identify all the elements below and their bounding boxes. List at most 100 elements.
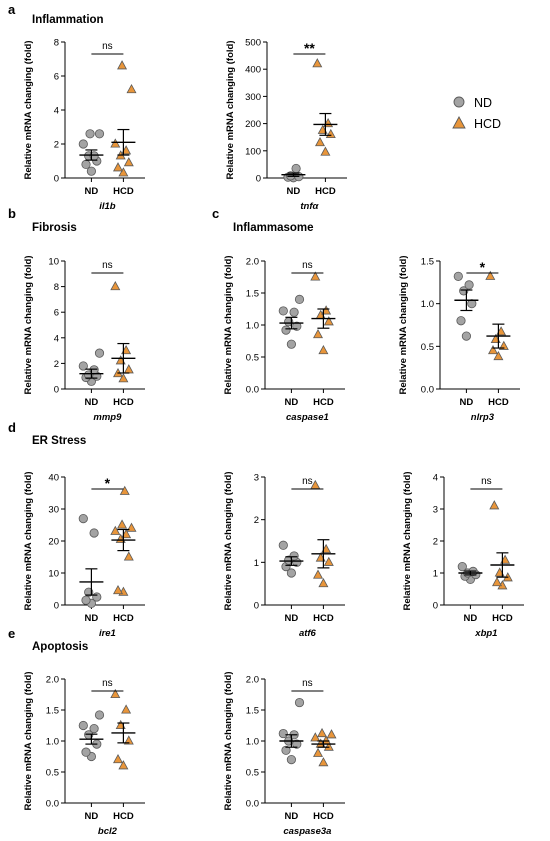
data-point-nd xyxy=(453,271,463,281)
section-title-inflammation: Inflammation xyxy=(32,14,104,26)
significance-label: * xyxy=(105,475,111,491)
series-hcd xyxy=(110,280,136,383)
x-tick-label: ND xyxy=(285,613,299,624)
y-tick-label: 2.0 xyxy=(46,675,59,686)
significance-label: * xyxy=(480,259,486,275)
y-tick-label: 3 xyxy=(433,505,438,516)
y-axis-label: Relative mRNA changing (fold) xyxy=(23,472,34,611)
data-point-nd xyxy=(89,528,99,538)
section-b: b Fibrosis xyxy=(8,206,77,234)
data-point-hcd xyxy=(323,741,334,751)
series-hcd xyxy=(110,60,137,177)
data-point-nd xyxy=(461,331,471,341)
y-tick-label: 20 xyxy=(48,537,59,548)
y-axis-label: Relative mRNA changing (fold) xyxy=(398,256,409,395)
data-point-hcd xyxy=(488,344,498,355)
x-tick-label: ND xyxy=(460,397,474,408)
y-tick-label: 200 xyxy=(245,119,261,130)
data-point-nd xyxy=(286,339,296,349)
gene-label: tnfα xyxy=(300,201,319,212)
data-point-nd xyxy=(81,747,91,757)
panel-letter-e: e xyxy=(8,626,15,641)
data-point-hcd xyxy=(110,688,121,699)
data-point-hcd xyxy=(126,522,137,532)
series-hcd xyxy=(312,58,338,156)
y-tick-label: 0.0 xyxy=(46,799,59,810)
series-hcd xyxy=(310,479,336,588)
data-point-nd xyxy=(281,325,291,335)
gene-label: mmp9 xyxy=(93,412,122,423)
gene-label: nlrp3 xyxy=(471,412,495,423)
data-point-nd xyxy=(92,592,102,602)
y-tick-label: 40 xyxy=(48,473,59,484)
y-tick-label: 0 xyxy=(54,174,59,185)
data-point-hcd xyxy=(121,704,132,714)
data-point-hcd xyxy=(326,729,337,739)
chart-nlrp3: 0.0 0.5 1.0 1.5 ND HCD nlrp3 Relative mRNA chan… xyxy=(398,256,520,423)
chart-atf6: 0 1 2 3 ND HCD atf6 Relative mRNA changing (fol… xyxy=(223,472,345,639)
series-nd xyxy=(278,697,305,765)
panel-letter-a: a xyxy=(8,2,16,17)
data-point-hcd xyxy=(489,500,500,510)
y-tick-label: 0.0 xyxy=(246,385,259,396)
panel-letter-b: b xyxy=(8,206,16,221)
y-tick-label: 8 xyxy=(54,38,59,49)
y-tick-label: 0 xyxy=(254,601,259,612)
x-tick-label: ND xyxy=(85,613,99,624)
series-nd xyxy=(278,294,305,349)
section-c: c Inflammasome xyxy=(212,206,314,234)
data-point-hcd xyxy=(113,584,123,595)
series-hcd xyxy=(310,727,337,767)
data-point-nd xyxy=(292,739,302,749)
x-tick-label: HCD xyxy=(113,397,134,408)
data-point-hcd xyxy=(485,270,496,280)
y-tick-label: 300 xyxy=(245,92,261,103)
series-nd xyxy=(278,540,304,578)
data-point-hcd xyxy=(118,760,129,770)
data-point-hcd xyxy=(323,316,334,326)
y-tick-label: 30 xyxy=(48,505,59,516)
data-point-nd xyxy=(278,540,288,550)
data-point-nd xyxy=(291,163,301,174)
data-point-nd xyxy=(286,568,296,578)
significance-label: ns xyxy=(481,476,492,487)
data-point-hcd xyxy=(310,271,321,281)
y-axis-label: Relative mRNA changing (fold) xyxy=(223,472,234,611)
series-hcd xyxy=(489,500,515,590)
y-axis-label: Relative mRNA changing (fold) xyxy=(225,41,236,180)
data-point-hcd xyxy=(312,58,323,68)
data-point-hcd xyxy=(117,60,128,70)
series-hcd xyxy=(485,270,511,361)
y-tick-label: 10 xyxy=(48,257,59,268)
x-tick-label: HCD xyxy=(113,186,134,197)
y-tick-label: 1.0 xyxy=(421,299,434,310)
series-hcd xyxy=(310,271,336,355)
y-tick-label: 3 xyxy=(254,473,259,484)
data-point-hcd xyxy=(313,747,323,757)
gene-label: atf6 xyxy=(299,628,317,639)
y-tick-label: 0.5 xyxy=(246,353,259,364)
y-tick-label: 1.5 xyxy=(46,706,59,717)
data-point-nd xyxy=(86,166,97,176)
data-point-nd xyxy=(294,697,305,708)
y-tick-label: 4 xyxy=(433,473,438,484)
data-point-hcd xyxy=(325,128,336,139)
series-nd xyxy=(78,513,104,609)
data-point-hcd xyxy=(119,485,130,495)
legend-nd-marker xyxy=(453,96,465,108)
series-hcd xyxy=(110,688,136,770)
section-d: d ER Stress xyxy=(8,420,86,447)
significance-label: ns xyxy=(102,678,113,689)
significance-label: ns xyxy=(302,476,313,487)
y-tick-label: 1.5 xyxy=(246,706,259,717)
series-nd xyxy=(453,271,479,341)
y-tick-label: 1.0 xyxy=(246,321,259,332)
y-tick-label: 2 xyxy=(254,515,259,526)
data-point-hcd xyxy=(123,364,134,374)
y-tick-label: 1.0 xyxy=(46,737,59,748)
y-tick-label: 0 xyxy=(433,601,438,612)
section-title-fibrosis: Fibrosis xyxy=(32,222,77,234)
x-tick-label: ND xyxy=(285,811,299,822)
data-point-hcd xyxy=(318,344,329,355)
data-point-hcd xyxy=(110,138,121,148)
